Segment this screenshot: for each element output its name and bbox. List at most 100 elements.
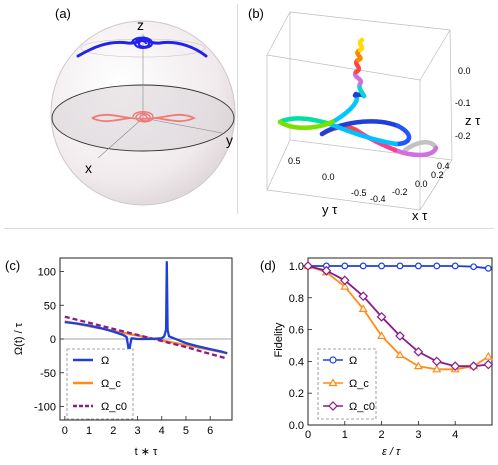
b-y-label: y τ xyxy=(322,202,338,217)
x-axis xyxy=(97,117,144,159)
legend-marker-omega-c-d xyxy=(328,378,338,387)
b-x-tick-0: -0.4 xyxy=(370,194,386,204)
data-point xyxy=(413,361,423,370)
y-tick-label: 50 xyxy=(44,300,56,312)
x-tick-label: 3 xyxy=(415,429,421,441)
x-tick-label: 0 xyxy=(62,425,68,437)
x-tick-label: 4 xyxy=(159,425,165,437)
series-c xyxy=(64,260,228,420)
x-tick-label: 4 xyxy=(452,429,458,441)
b-y-tick-1: 0.0 xyxy=(322,172,335,182)
x-tick-label: 2 xyxy=(110,425,116,437)
y-tick-label: 0 xyxy=(50,334,56,346)
data-point xyxy=(415,262,422,270)
data-point xyxy=(433,262,441,270)
data-point xyxy=(470,263,478,271)
y-tick-label: 100 xyxy=(38,267,56,279)
x-tick-label: 1 xyxy=(86,425,92,437)
data-point xyxy=(395,331,405,341)
horizontal-divider xyxy=(4,228,494,229)
b-x-label: x τ xyxy=(412,208,428,223)
data-point xyxy=(359,262,367,270)
data-point xyxy=(468,361,479,372)
data-point xyxy=(378,262,386,270)
data-point xyxy=(451,262,459,270)
y-tick-label: 0.2 xyxy=(289,388,304,400)
data-point xyxy=(484,264,492,272)
data-point xyxy=(413,346,424,357)
data-point xyxy=(450,361,461,372)
data-point xyxy=(483,359,494,370)
y-tick-label: 0.4 xyxy=(289,356,304,368)
legend-label-omega-c0-d: Ω_c0 xyxy=(349,401,375,413)
legend-label-omega-c-d: Ω_c xyxy=(349,378,369,390)
panel-label-a: (a) xyxy=(55,6,71,21)
legend-label-omega: Ω xyxy=(101,355,109,367)
rainbow-trajectory xyxy=(277,37,439,158)
panel-a: (a) z y x xyxy=(50,6,236,206)
series-line xyxy=(64,315,228,360)
c-xlabel: t ∗ τ xyxy=(135,446,158,458)
b-x-tick-2: 0.0 xyxy=(415,179,428,189)
vertical-divider xyxy=(237,4,238,214)
data-point xyxy=(358,291,369,302)
y-tick-label: 0.8 xyxy=(289,293,304,305)
legend-marker-omega-d xyxy=(329,356,337,364)
data-point xyxy=(483,351,493,360)
y-tick-label: 1.0 xyxy=(289,261,304,273)
x-tick-label: 2 xyxy=(379,429,385,441)
c-ylabel: Ω(t) / τ xyxy=(13,322,25,355)
b-x-tick-4: 0.4 xyxy=(437,161,450,171)
b-x-tick-3: 0.2 xyxy=(431,170,444,180)
y-tick-label: -50 xyxy=(40,368,56,380)
y-tick-label: 0.6 xyxy=(289,325,304,337)
x-tick-label: 5 xyxy=(183,425,189,437)
data-point xyxy=(395,350,405,359)
b-z-tick-0: 0.0 xyxy=(458,66,471,76)
panel-b: (b) xyxy=(248,6,481,223)
z-axis-label: z xyxy=(137,17,144,33)
b-y-tick-0: -0.5 xyxy=(351,188,367,198)
data-point xyxy=(340,281,350,290)
legend-marker-omega-c0-d xyxy=(328,401,338,411)
plot-frame-d xyxy=(307,257,493,426)
bloch-lower-spiral xyxy=(132,111,154,123)
legend-c: Ω Ω_c Ω_c0 xyxy=(66,348,134,420)
data-point xyxy=(321,265,332,276)
y-tick-label: -100 xyxy=(34,402,56,414)
y-axis-label: y xyxy=(226,132,233,148)
x-tick-label: 6 xyxy=(207,425,213,437)
legend-label-omega-d: Ω xyxy=(349,355,357,367)
data-point xyxy=(432,364,442,373)
data-point xyxy=(341,262,349,270)
data-point xyxy=(431,356,442,367)
d-ylabel: Fidelity xyxy=(273,322,285,357)
x-tick-label: 3 xyxy=(134,425,140,437)
bloch-lower-curve xyxy=(91,113,197,123)
b-z-label: z τ xyxy=(465,113,481,128)
b-z-tick-1: -0.1 xyxy=(455,98,471,108)
y-axis xyxy=(142,117,223,134)
panel-label-b: (b) xyxy=(248,6,264,21)
x-tick-label: 0 xyxy=(305,429,311,441)
legend-d: Ω Ω_c Ω_c0 xyxy=(317,348,377,420)
data-point xyxy=(377,331,387,340)
panel-b-ticks: 0.0 -0.1 -0.2 -0.5 0.0 0.5 -0.4 -0.2 0.0… xyxy=(288,66,471,204)
d-xlabel: ε / τ xyxy=(382,446,401,458)
b-y-tick-2: 0.5 xyxy=(288,156,301,166)
series-line xyxy=(64,260,228,420)
data-point xyxy=(339,275,350,286)
data-point xyxy=(376,311,387,322)
data-point xyxy=(396,262,404,270)
panel-label-c: (c) xyxy=(5,258,20,273)
ticks-c: 0 1 2 3 4 5 6 100 50 0 -50 -100 xyxy=(34,267,213,438)
series-d xyxy=(303,261,494,373)
y-tick-label: 0.0 xyxy=(289,420,304,432)
legend-label-omega-c0: Ω_c0 xyxy=(101,401,127,413)
data-point xyxy=(303,261,313,271)
legend-label-omega-c: Ω_c xyxy=(101,378,121,390)
panel-label-d: (d) xyxy=(260,258,276,273)
bloch-upper-spiral xyxy=(130,36,154,49)
